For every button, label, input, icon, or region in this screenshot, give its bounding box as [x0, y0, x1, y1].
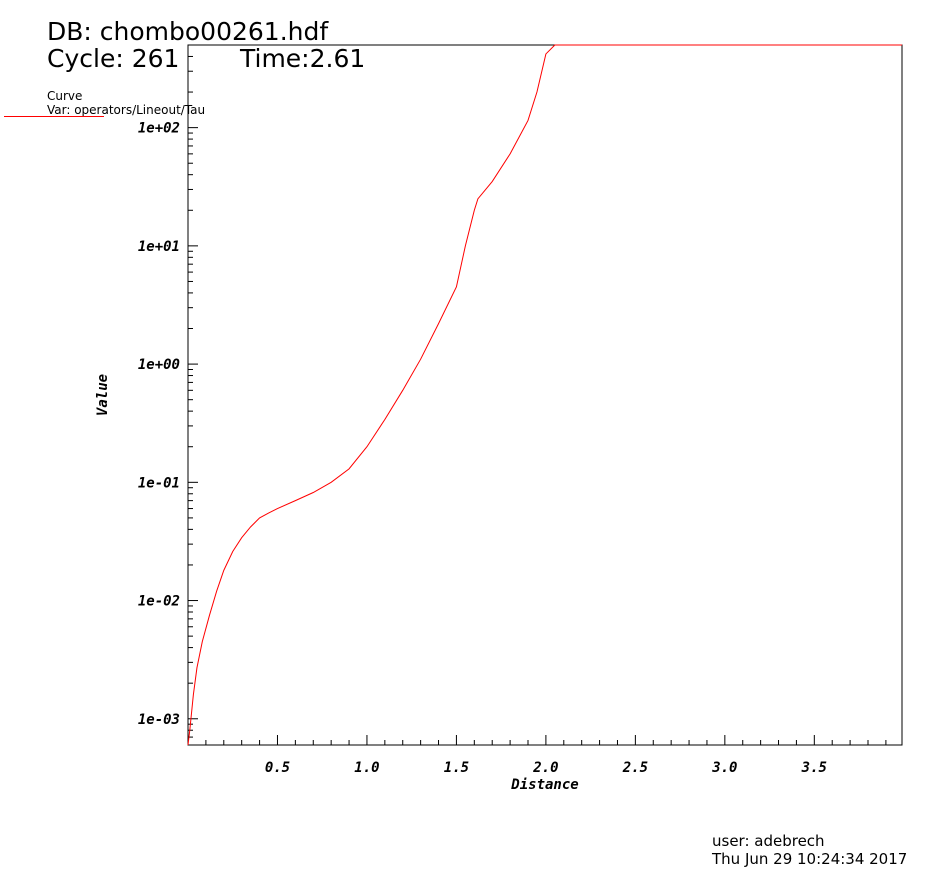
series-line-1 [187, 44, 902, 746]
legend-var-label: Var: operators/Lineout/Tau [47, 103, 206, 117]
x-tick-label: 1.0 [354, 760, 379, 776]
y-tick-label: 1e+00 [138, 357, 180, 373]
x-tick-label: 3.5 [801, 760, 827, 776]
y-axis: 1e-03 1e-02 1e-01 1e+00 1e+01 1e+02 [138, 44, 198, 746]
y-tick-label: 1e-03 [138, 712, 180, 728]
time-label: Time:2.61 [240, 44, 366, 73]
user-label: user: adebrech [712, 832, 825, 850]
plot-frame [187, 44, 903, 746]
y-tick-label: 1e+01 [138, 239, 180, 255]
x-axis-title: Distance [510, 777, 578, 793]
y-tick-label: 1e-01 [138, 475, 180, 491]
x-tick-label: 2.0 [532, 760, 558, 776]
x-tick-label: 1.5 [444, 760, 469, 776]
x-tick-label: 2.5 [622, 760, 648, 776]
y-axis-title: Value [95, 374, 111, 416]
db-title: DB: chombo00261.hdf [47, 17, 329, 46]
x-axis: 0.5 1.0 1.5 2.0 2.5 3.0 3.5 [187, 735, 887, 776]
timestamp-label: Thu Jun 29 10:24:34 2017 [712, 850, 908, 868]
series-layer [187, 44, 902, 746]
cycle-label: Cycle: 261 [47, 44, 180, 73]
x-tick-label: 3.0 [711, 760, 737, 776]
legend-swatch [4, 116, 104, 117]
x-tick-label: 0.5 [265, 760, 290, 776]
legend-title: Curve [47, 89, 83, 103]
y-tick-label: 1e-02 [138, 594, 180, 610]
y-tick-label: 1e+02 [138, 121, 180, 137]
